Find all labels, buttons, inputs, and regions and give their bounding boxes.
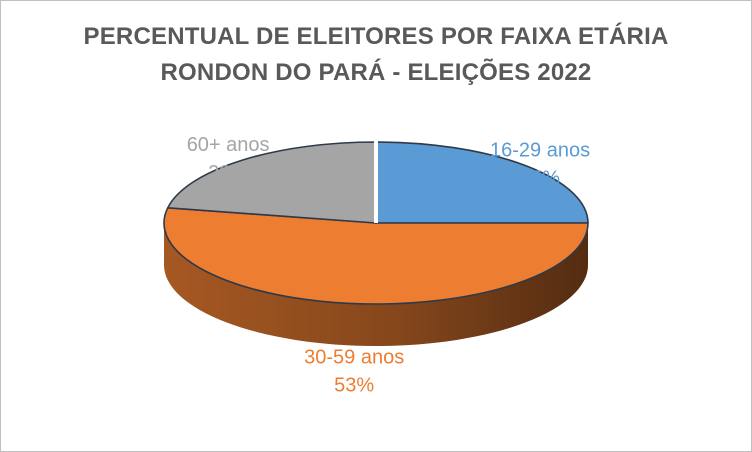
data-label-value-0: 25% (520, 168, 560, 190)
pie-slice-60-anos (166, 141, 377, 224)
chart-title-line-2: RONDON DO PARÁ - ELEIÇÕES 2022 (160, 59, 592, 86)
data-label-value-1: 53% (334, 374, 374, 396)
data-label-value-2: 22% (208, 162, 248, 184)
data-label-category-2: 60+ anos (187, 134, 270, 156)
data-label-category-1: 30-59 anos (304, 346, 404, 368)
pie-slice-16-29-anos (375, 141, 589, 224)
pie-side-shade-1 (164, 223, 588, 346)
pie-slice-30-59-anos (163, 207, 589, 305)
data-label-category-0: 16-29 anos (490, 140, 590, 162)
chart-title-line-1: PERCENTUAL DE ELEITORES POR FAIXA ETÁRIA (83, 23, 669, 50)
